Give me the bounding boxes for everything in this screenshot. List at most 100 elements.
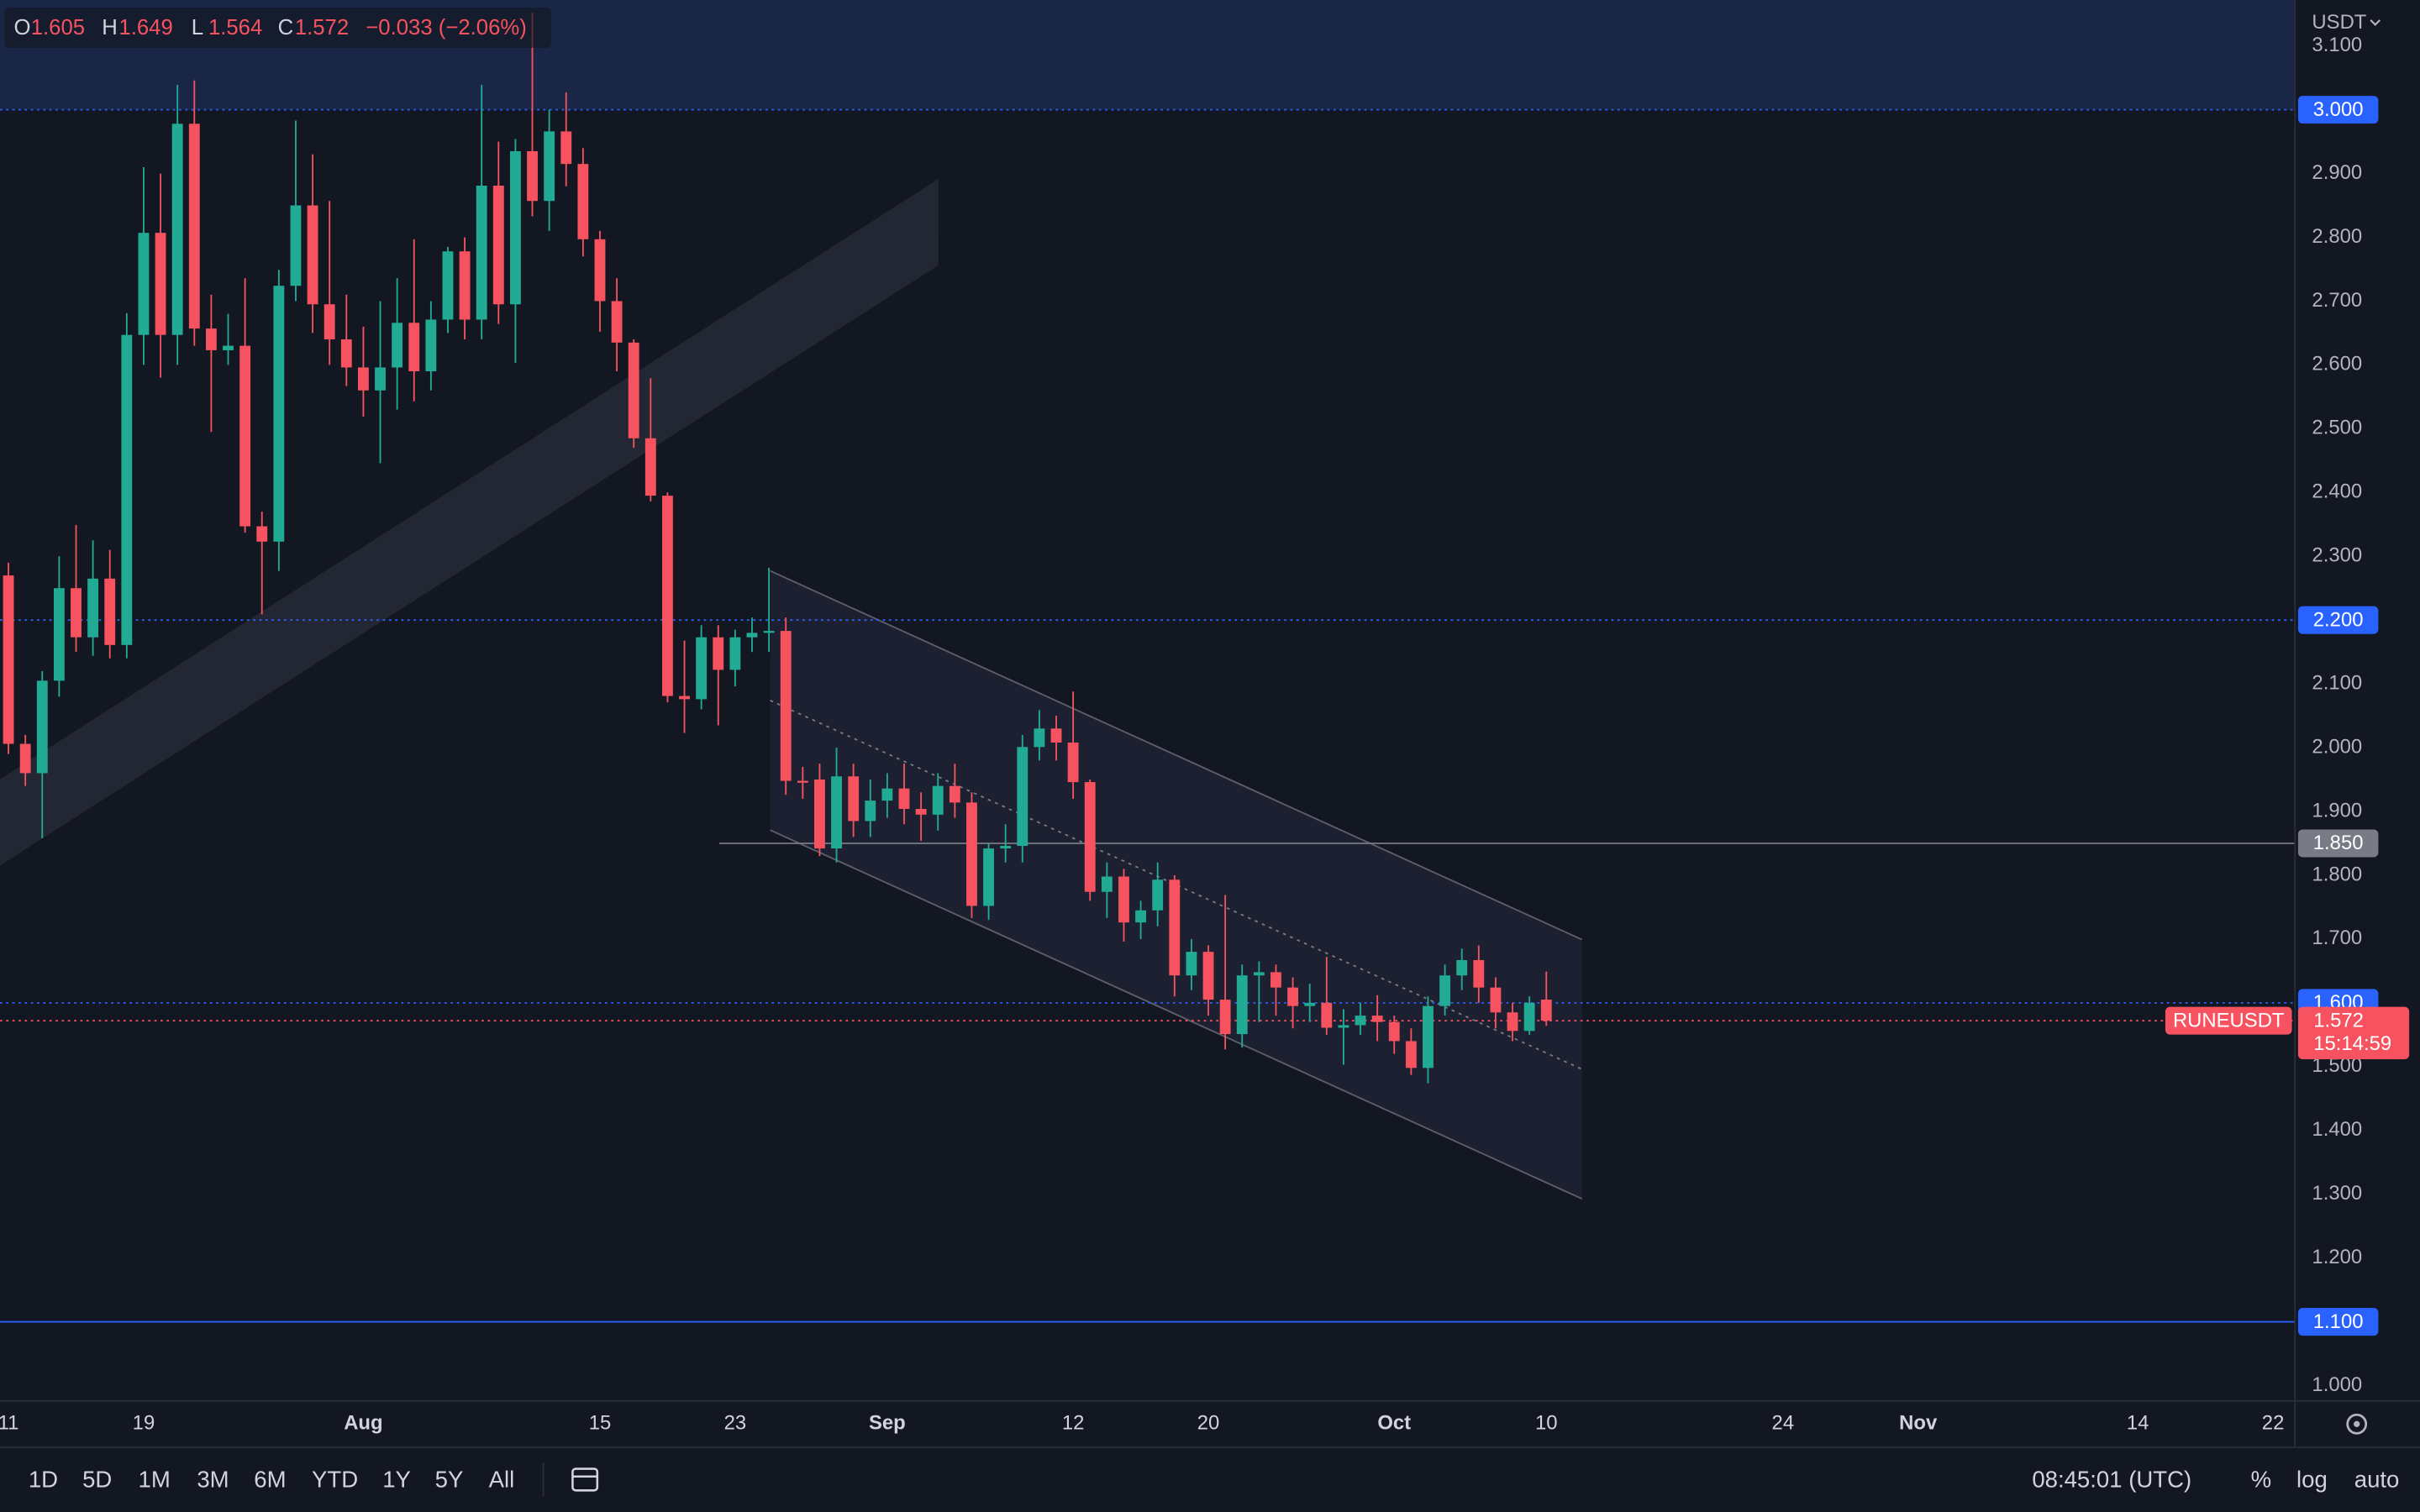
y-tick-label: 1.000 (2312, 1373, 2362, 1396)
ohlc-key: H (102, 16, 118, 39)
body (36, 680, 48, 774)
x-tick-label: Aug (344, 1412, 382, 1435)
body (324, 304, 335, 340)
y-tick-label: 1.300 (2312, 1182, 2362, 1205)
body (1371, 1016, 1383, 1022)
body (53, 588, 65, 681)
range-button[interactable]: YTD (312, 1467, 358, 1493)
x-tick-label: 19 (133, 1412, 155, 1435)
ohlc-value: 1.572 (295, 16, 349, 39)
body (1067, 743, 1079, 783)
body (1219, 1000, 1231, 1035)
x-tick-label: 10 (1535, 1412, 1558, 1435)
y-tick-label: 3.100 (2312, 34, 2362, 56)
body (1050, 728, 1062, 743)
level-badge (2297, 606, 2379, 634)
y-tick-label: 2.900 (2312, 161, 2362, 184)
channel-middle (770, 700, 1583, 1070)
body (1202, 952, 1214, 1000)
symbol-label: RUNEUSDT (2173, 1009, 2285, 1032)
body (442, 251, 454, 320)
range-button[interactable]: 1D (29, 1467, 58, 1493)
body (138, 233, 150, 335)
body (661, 496, 673, 696)
body (1473, 959, 1485, 988)
body (290, 205, 302, 286)
body (560, 131, 572, 165)
price-axis (2295, 0, 2420, 1447)
range-button[interactable]: 3M (197, 1467, 229, 1493)
range-button[interactable]: All (489, 1467, 515, 1493)
body (814, 780, 825, 849)
body (1439, 975, 1451, 1006)
range-button[interactable]: 6M (254, 1467, 286, 1493)
y-tick-label: 1.200 (2312, 1246, 2362, 1268)
y-tick-label: 2.000 (2312, 735, 2362, 758)
range-button[interactable]: 1Y (382, 1467, 411, 1493)
body (1152, 879, 1164, 911)
body (188, 123, 200, 329)
level-badge (2297, 829, 2379, 858)
body (644, 438, 656, 496)
body (357, 367, 369, 391)
body (1507, 1012, 1518, 1032)
body (1135, 910, 1146, 923)
body (932, 785, 944, 815)
ohlc-key: O (14, 16, 31, 39)
body (577, 164, 589, 239)
body (239, 345, 251, 527)
change: −0.033 (−2.06%) (366, 16, 526, 39)
body (679, 696, 690, 700)
last-price-label: 1.572 (2313, 1009, 2364, 1032)
level-label: 2.200 (2313, 608, 2364, 631)
y-tick-label: 1.400 (2312, 1118, 2362, 1141)
level-label: 3.000 (2313, 98, 2364, 121)
body (104, 578, 116, 645)
currency[interactable]: USDT (2312, 11, 2366, 34)
body (746, 633, 758, 638)
settings-icon[interactable] (2346, 1413, 2368, 1435)
range-button[interactable]: 5Y (435, 1467, 464, 1493)
rising-band (0, 179, 939, 866)
body (611, 301, 623, 343)
body (1523, 1002, 1535, 1032)
x-tick-label: 15 (589, 1412, 612, 1435)
body (865, 801, 876, 822)
ohlc-value: 1.649 (118, 16, 172, 39)
y-tick-label: 2.300 (2312, 544, 2362, 567)
header-bg (4, 8, 551, 48)
body (1186, 952, 1197, 976)
scale-option[interactable]: % (2251, 1467, 2272, 1493)
level-badge (2297, 1308, 2379, 1336)
body (763, 631, 775, 633)
body (1388, 1021, 1400, 1042)
body (1000, 846, 1012, 849)
body (1287, 987, 1299, 1006)
scale-option[interactable]: log (2296, 1467, 2328, 1493)
scale-option[interactable]: auto (2354, 1467, 2400, 1493)
gear-center (2354, 1420, 2360, 1427)
toolbar: 1D 5D 1M 3M 6M YTD 1Y 5Y All 08:45:01 (UTC)% log au… (29, 1467, 2400, 1493)
body (71, 588, 82, 638)
body (831, 776, 842, 849)
y-tick-label: 2.600 (2312, 353, 2362, 375)
range-button[interactable]: 1M (139, 1467, 171, 1493)
body (1321, 1002, 1333, 1028)
body (1338, 1025, 1349, 1028)
ohlc-key: C (278, 16, 294, 39)
x-tick-label: 24 (1772, 1412, 1795, 1435)
body (848, 776, 860, 822)
body (594, 239, 606, 302)
body (898, 788, 910, 809)
body (1084, 782, 1096, 892)
body (1253, 972, 1265, 976)
body (121, 334, 133, 645)
range-button[interactable]: 5D (82, 1467, 112, 1493)
calendar-icon[interactable] (571, 1467, 599, 1492)
y-tick-label: 2.700 (2312, 289, 2362, 312)
body (797, 780, 808, 783)
body (1236, 975, 1248, 1035)
